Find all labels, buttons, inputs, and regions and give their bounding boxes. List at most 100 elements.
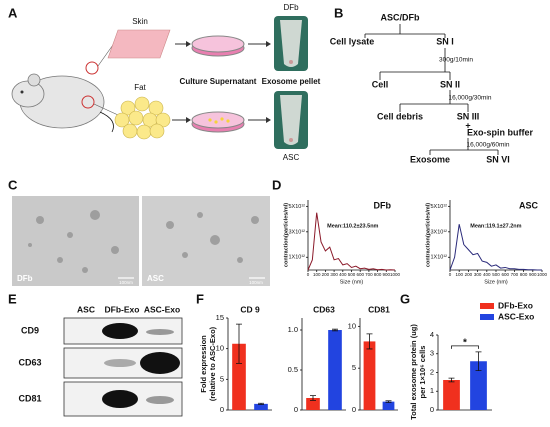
y-tick-label: 0.5 <box>288 365 298 374</box>
panel-label: F <box>196 291 204 306</box>
axes <box>449 200 542 271</box>
significance-bracket <box>451 345 479 349</box>
y-axis-label: contraction(particles/ml) <box>283 203 289 267</box>
y-tick-label: 0 <box>294 405 298 414</box>
y-tick-label: 2 <box>430 367 434 376</box>
panel-c-images <box>12 196 270 286</box>
error-bar <box>475 351 482 372</box>
x-tick-label: 500 <box>492 272 500 277</box>
y-tick-label: 1.0 <box>288 325 298 334</box>
bar <box>232 343 246 410</box>
y-tick-label: 10 <box>348 321 356 330</box>
y-tick-label: 4 <box>430 330 434 339</box>
flow-step: 16,000g/60min <box>466 142 509 149</box>
y-tick-label: 0 <box>430 405 434 414</box>
panel-b-lines <box>364 24 499 155</box>
y-tick-label: 5 <box>220 374 224 383</box>
flow-step: Cell debris <box>377 111 423 121</box>
bar <box>254 403 268 410</box>
chart-title: CD81 <box>368 304 390 314</box>
flow-step: Exosome <box>410 154 450 164</box>
error-bar <box>236 323 242 364</box>
lane-label: ASC-Exo <box>144 304 180 314</box>
x-tick-label: 300 <box>330 272 338 277</box>
flow-step: SN III <box>457 111 480 121</box>
flow-step: Exo-spin buffer <box>467 127 533 137</box>
mean-annotation: Mean:119.1±27.2nm <box>470 223 521 229</box>
y-tick-label: 5 <box>352 363 356 372</box>
x-tick-label: 200 <box>465 272 473 277</box>
x-axis-label: Size (nm) <box>484 279 508 285</box>
axes <box>307 200 395 271</box>
y-axis-label: Fold expression <box>199 335 208 393</box>
y-tick-label: 3X10¹² <box>288 229 305 235</box>
x-tick-label: 1000 <box>390 272 401 277</box>
panel-a-label: Skin <box>132 17 148 26</box>
y-axis-label: per 1×10⁶ cells <box>418 346 427 399</box>
flow-step: Cell <box>372 79 389 89</box>
row-label: CD9 <box>21 325 39 335</box>
flow-step: ASC/DFb <box>381 12 420 22</box>
y-tick-label: 1X10¹² <box>430 255 447 261</box>
y-tick-label: 3 <box>430 349 434 358</box>
chart-title: CD 9 <box>240 304 260 314</box>
x-tick-label: 400 <box>339 272 347 277</box>
flow-step: + <box>465 120 470 130</box>
error-bar <box>385 400 392 403</box>
y-tick-label: 0 <box>352 405 356 414</box>
y-tick-label: 5X10¹² <box>430 204 447 210</box>
lane-label: ASC <box>77 304 95 314</box>
x-tick-label: 1000 <box>537 272 548 277</box>
x-tick-label: 500 <box>348 272 356 277</box>
legend-swatch <box>480 303 494 309</box>
size-curve <box>307 212 396 271</box>
x-axis-label: Size (nm) <box>340 279 364 285</box>
x-tick-label: 800 <box>520 272 528 277</box>
chart-label: DFb <box>374 200 392 210</box>
x-tick-label: 900 <box>383 272 391 277</box>
y-tick-label: 1X10¹² <box>288 255 305 261</box>
x-tick-label: 100 <box>313 272 321 277</box>
x-tick-label: 0 <box>307 272 310 277</box>
panel-label: A <box>8 5 18 20</box>
y-tick-label: 15 <box>216 313 224 322</box>
y-tick-label: 3X10¹² <box>430 229 447 235</box>
panel-a-label: Culture Supernatant <box>180 77 257 86</box>
significance: * <box>463 338 467 349</box>
y-axis-label: Total exosome protein (ug) <box>409 324 418 420</box>
bar <box>328 330 342 410</box>
x-tick-label: 700 <box>365 272 373 277</box>
scale-label: 100nm <box>249 280 263 285</box>
x-tick-label: 0 <box>449 272 452 277</box>
bar <box>443 380 460 410</box>
x-tick-label: 100 <box>455 272 463 277</box>
row-label: CD63 <box>18 357 41 367</box>
mean-annotation: Mean:110.2±23.5nm <box>327 223 378 229</box>
bar <box>363 341 376 410</box>
panel-a-art <box>11 16 308 149</box>
chart-label: ASC <box>519 200 539 210</box>
x-tick-label: 900 <box>529 272 537 277</box>
x-tick-label: 600 <box>501 272 509 277</box>
row-label: CD81 <box>18 393 41 403</box>
lane-label: DFb-Exo <box>105 304 140 314</box>
panel-a-label: Exosome pellet <box>262 77 321 86</box>
x-tick-label: 700 <box>511 272 519 277</box>
legend-label: ASC-Exo <box>498 311 534 321</box>
y-tick-label: 10 <box>216 344 224 353</box>
bar <box>470 361 487 410</box>
image-label: ASC <box>147 274 164 283</box>
x-tick-label: 400 <box>483 272 491 277</box>
flow-step: Cell lysate <box>330 36 375 46</box>
error-bar <box>332 328 338 332</box>
size-curve <box>449 224 542 271</box>
scale-label: 100nm <box>119 280 133 285</box>
legend-label: DFb-Exo <box>498 300 533 310</box>
y-tick-label: 5X10¹² <box>288 204 305 210</box>
x-tick-label: 300 <box>474 272 482 277</box>
flow-step: SN VI <box>486 154 510 164</box>
panel-a-label: DFb <box>283 3 299 12</box>
legend-swatch <box>480 314 494 320</box>
panel-a-label: ASC <box>283 153 300 162</box>
flow-step: 300g/10min <box>439 57 473 64</box>
